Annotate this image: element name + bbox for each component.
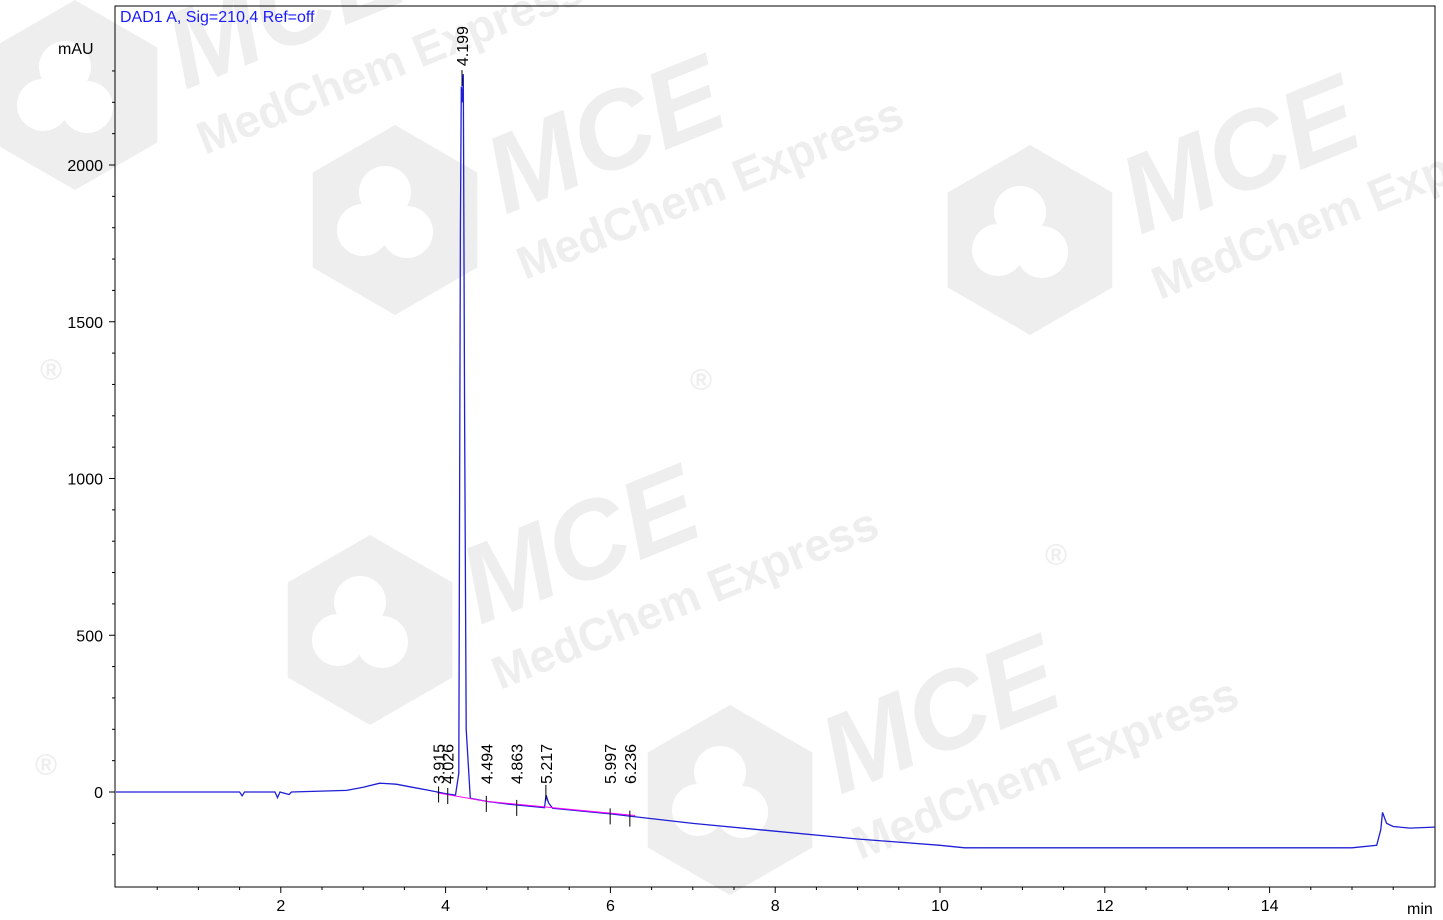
watermark-clover-icon <box>716 786 768 838</box>
watermark-clover-icon <box>694 746 746 798</box>
peak-label: 4.026 <box>441 744 458 784</box>
y-tick-label: 500 <box>76 628 103 645</box>
watermark-clover-icon <box>359 166 411 218</box>
peak-label: 3.915 <box>432 744 449 784</box>
x-tick-label: 12 <box>1096 898 1114 915</box>
y-tick-label: 0 <box>94 785 103 802</box>
watermark-registered-mark: ® <box>35 749 57 782</box>
watermark-clover-icon <box>972 224 1024 276</box>
watermark-clover-icon <box>356 616 408 668</box>
watermark-clover-icon <box>61 81 113 133</box>
integration-baseline <box>486 800 570 810</box>
y-axis-label: mAU <box>58 41 94 58</box>
peak-label: 5.217 <box>539 744 556 784</box>
watermark-clover-icon <box>381 206 433 258</box>
watermark-registered-mark: ® <box>40 354 62 387</box>
watermark-clover-icon <box>17 79 69 131</box>
y-tick-label: 1000 <box>67 472 103 489</box>
watermark-clover-icon <box>334 576 386 628</box>
peak-label: 4.863 <box>510 744 527 784</box>
x-tick-label: 2 <box>276 898 285 915</box>
x-axis-label: min <box>1407 901 1433 918</box>
peak-label: 6.236 <box>623 744 640 784</box>
integration-baseline <box>569 808 636 817</box>
x-tick-label: 6 <box>606 898 615 915</box>
watermark-clover-icon <box>337 204 389 256</box>
integration-baseline <box>437 792 487 802</box>
watermark-clover-icon <box>994 186 1046 238</box>
chart-title: DAD1 A, Sig=210,4 Ref=off <box>120 9 315 26</box>
watermark-registered-mark: ® <box>1045 539 1067 572</box>
y-tick-label: 1500 <box>67 315 103 332</box>
x-tick-label: 10 <box>931 898 949 915</box>
watermark-registered-mark: ® <box>690 364 712 397</box>
x-tick-label: 4 <box>441 898 450 915</box>
peak-label: 4.494 <box>479 744 496 784</box>
watermark-clover-icon <box>312 614 364 666</box>
ticks: 0 500 1000 1500 2000 2 4 6 8 10 12 14 <box>67 70 1394 915</box>
peak-label: 4.199 <box>455 26 472 66</box>
peak-label: 5.997 <box>603 744 620 784</box>
x-tick-label: 8 <box>771 898 780 915</box>
watermark-clover-icon <box>39 41 91 93</box>
watermark-clover-icon <box>1016 226 1068 278</box>
x-tick-label: 14 <box>1261 898 1279 915</box>
y-tick-label: 2000 <box>67 158 103 175</box>
